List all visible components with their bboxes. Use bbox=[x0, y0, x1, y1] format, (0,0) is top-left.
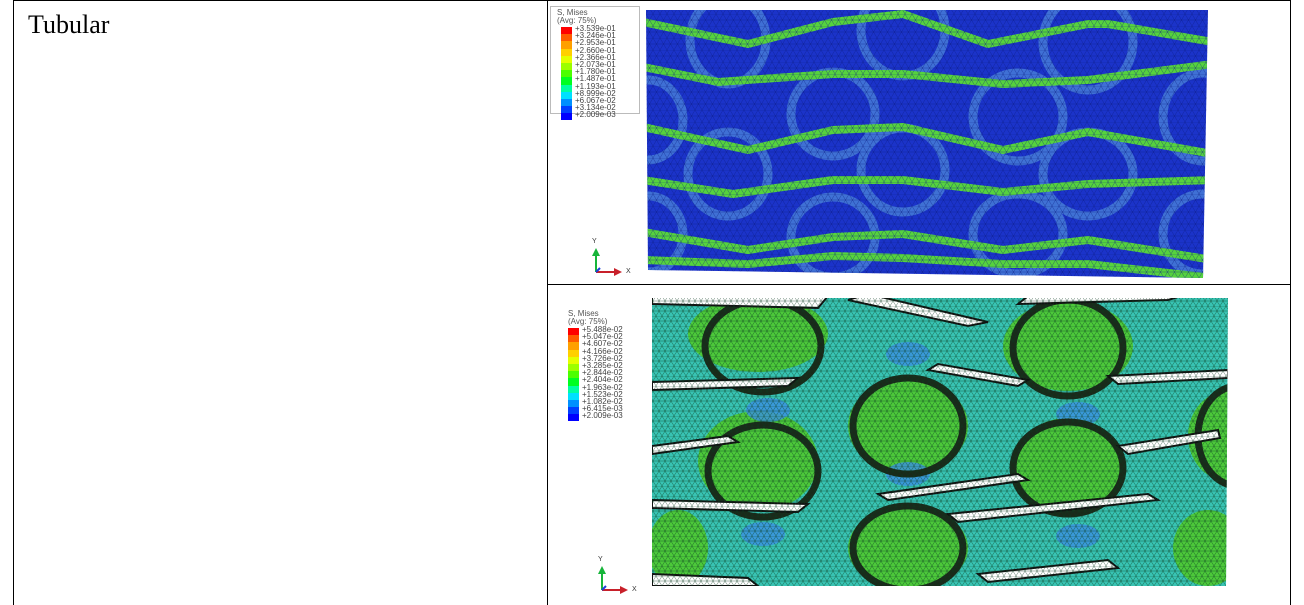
legend-swatch bbox=[568, 385, 579, 393]
legend-value: +4.607e-02 bbox=[582, 339, 623, 349]
legend-value: +2.073e-01 bbox=[575, 60, 616, 70]
row-label: Tubular bbox=[28, 10, 110, 39]
legend-values: +5.488e-02 +5.047e-02 +4.607e-02 +4.166e-02… bbox=[582, 325, 623, 421]
legend-swatch bbox=[561, 77, 572, 85]
legend-value: +2.844e-02 bbox=[582, 368, 623, 378]
legend-swatch bbox=[561, 106, 572, 114]
legend-value: +2.366e-01 bbox=[575, 52, 616, 62]
legend-swatch bbox=[561, 98, 572, 107]
table-row-divider bbox=[547, 284, 1291, 285]
legend-swatch bbox=[568, 392, 579, 400]
legend-value: +1.963e-02 bbox=[582, 382, 623, 392]
legend-swatch bbox=[568, 356, 579, 364]
legend-value: +1.523e-02 bbox=[582, 389, 623, 399]
table-column-divider bbox=[547, 0, 548, 605]
legend-swatch bbox=[568, 349, 579, 357]
legend-swatch bbox=[561, 27, 572, 35]
legend-swatch bbox=[568, 407, 579, 415]
legend-swatch bbox=[568, 342, 579, 350]
legend-value: +5.047e-02 bbox=[582, 332, 623, 342]
mises-contour-plot-top bbox=[592, 10, 1208, 278]
legend-subtitle: (Avg: 75%) bbox=[557, 16, 597, 25]
legend-value: +2.953e-01 bbox=[575, 38, 616, 48]
axis-triad-bottom bbox=[598, 566, 628, 594]
legend-value: +1.487e-01 bbox=[575, 74, 616, 84]
legend-swatch bbox=[561, 113, 572, 121]
table-top-border bbox=[13, 0, 1291, 1]
axis-x-label: X bbox=[626, 268, 631, 275]
table-right-border bbox=[1290, 0, 1291, 605]
legend-color-scale bbox=[568, 328, 579, 422]
legend-swatch bbox=[568, 378, 579, 386]
legend-value: +4.166e-02 bbox=[582, 346, 623, 356]
axis-y-label: Y bbox=[592, 238, 597, 245]
legend-value: +6.067e-02 bbox=[575, 96, 616, 106]
legend-value: +3.285e-02 bbox=[582, 361, 623, 371]
legend-value: +2.009e-03 bbox=[575, 110, 616, 120]
legend-top: S, Mises (Avg: 75%) +3.539e-01 +3.246e-01… bbox=[550, 6, 640, 121]
legend-value: +2.404e-02 bbox=[582, 375, 623, 385]
legend-values: +3.539e-01 +3.246e-01 +2.953e-01 +2.660e-01… bbox=[575, 24, 616, 120]
legend-swatch bbox=[561, 55, 572, 63]
legend-value: +6.415e-03 bbox=[582, 404, 623, 414]
legend-swatch bbox=[568, 328, 579, 336]
legend-swatch bbox=[561, 34, 572, 42]
legend-title: S, Mises bbox=[557, 8, 588, 17]
legend-swatch bbox=[561, 62, 572, 71]
legend-value: +1.780e-01 bbox=[575, 67, 616, 77]
legend-value: +3.134e-02 bbox=[575, 103, 616, 113]
legend-swatch bbox=[568, 335, 579, 343]
legend-value: +2.009e-03 bbox=[582, 411, 623, 421]
legend-swatch bbox=[561, 41, 572, 49]
legend-swatch bbox=[561, 91, 572, 99]
legend-swatch bbox=[561, 84, 572, 92]
legend-value: +8.999e-02 bbox=[575, 88, 616, 98]
legend-swatch bbox=[561, 48, 572, 56]
axis-triad-top bbox=[592, 248, 622, 276]
axis-x-label: X bbox=[632, 586, 637, 593]
legend-value: +5.488e-02 bbox=[582, 325, 623, 334]
legend-swatch bbox=[568, 371, 579, 379]
table-left-border bbox=[13, 0, 14, 605]
legend-swatch bbox=[561, 70, 572, 78]
figure-table bbox=[13, 0, 1291, 605]
legend-value: +2.660e-01 bbox=[575, 45, 616, 55]
legend-title: S, Mises bbox=[568, 309, 599, 318]
contour-panel-bottom: S, Mises (Avg: 75%) +5.488e-02 +5.047e-02… bbox=[548, 286, 1286, 604]
legend-value: +1.193e-01 bbox=[575, 81, 616, 91]
contour-panel-top: S, Mises (Avg: 75%) +3.539e-01 +3.246e-01… bbox=[548, 2, 1286, 283]
legend-swatch bbox=[568, 363, 579, 372]
legend-value: +3.539e-01 bbox=[575, 24, 616, 33]
legend-value: +3.246e-01 bbox=[575, 31, 616, 41]
legend-color-scale bbox=[561, 27, 572, 121]
legend-swatch bbox=[568, 414, 579, 422]
legend-value: +1.082e-02 bbox=[582, 397, 623, 407]
legend-swatch bbox=[568, 399, 579, 408]
legend-value: +3.726e-02 bbox=[582, 353, 623, 363]
legend-subtitle: (Avg: 75%) bbox=[568, 317, 608, 326]
mises-contour-plot-bottom bbox=[598, 298, 1228, 594]
axis-y-label: Y bbox=[598, 556, 603, 563]
legend-bottom: S, Mises (Avg: 75%) +5.488e-02 +5.047e-02… bbox=[564, 308, 652, 422]
